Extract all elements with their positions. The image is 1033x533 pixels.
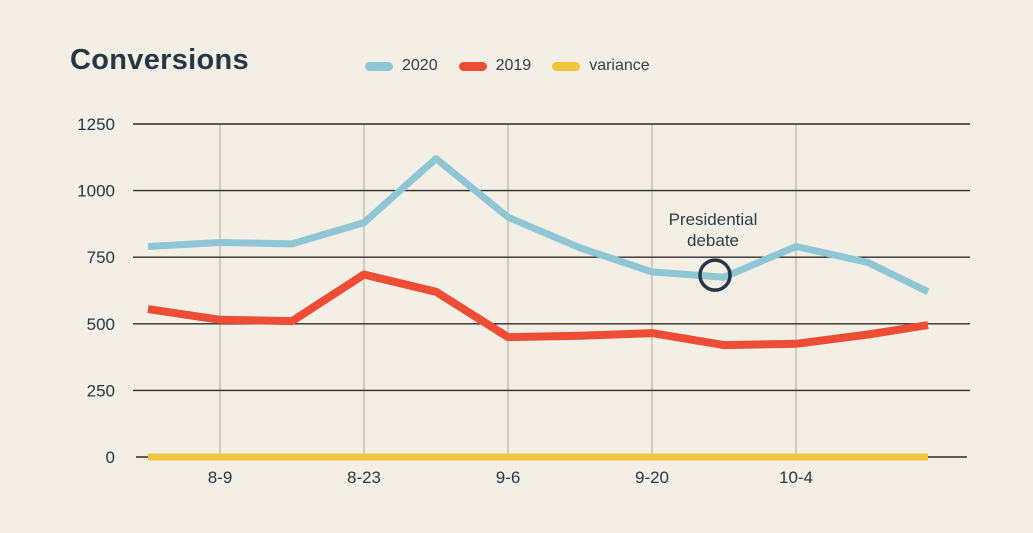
y-tick-label: 1000 (77, 182, 115, 201)
legend-item-variance: variance (552, 57, 650, 75)
legend-item-2019: 2019 (458, 57, 532, 75)
annotation-circle-icon (698, 258, 732, 292)
annotation-text-line: debate (687, 231, 739, 250)
y-tick-label: 0 (106, 448, 115, 467)
legend: 2020 2019 variance (365, 57, 650, 75)
chart-title: Conversions (70, 44, 249, 76)
series-line-2019 (147, 270, 929, 350)
x-tick-label: 10-4 (779, 468, 813, 487)
legend-label-2020: 2020 (402, 57, 438, 74)
legend-swatch-variance-icon (552, 61, 581, 71)
annotation-text-line: Presidential (669, 210, 758, 229)
x-tick-label: 8-9 (208, 468, 233, 487)
legend-swatch-2019-icon (458, 61, 487, 71)
y-tick-label: 750 (87, 248, 115, 267)
y-tick-label: 1250 (77, 115, 115, 134)
y-tick-label: 250 (87, 381, 115, 400)
y-tick-label: 500 (87, 315, 115, 334)
x-tick-label: 9-20 (635, 468, 669, 487)
x-tick-label: 9-6 (496, 468, 521, 487)
legend-label-variance: variance (589, 57, 650, 74)
legend-label-2019: 2019 (495, 57, 532, 74)
legend-item-2020: 2020 (365, 57, 438, 75)
series-line-2020 (147, 155, 930, 295)
x-tick-label: 8-23 (347, 468, 381, 487)
legend-swatch-2020-icon (365, 61, 393, 71)
